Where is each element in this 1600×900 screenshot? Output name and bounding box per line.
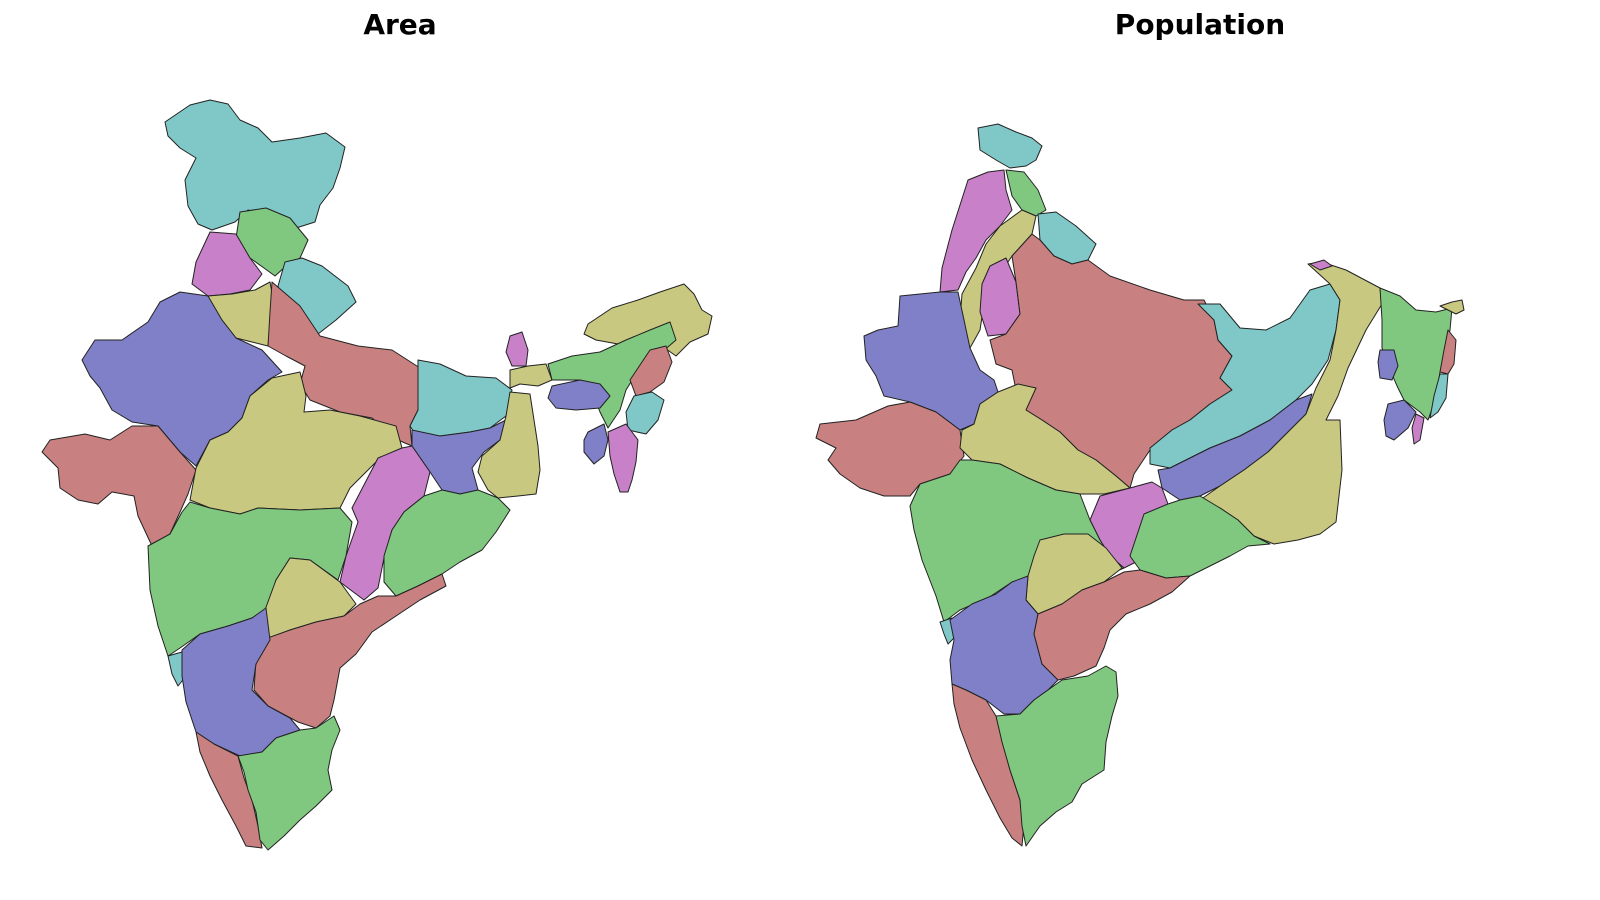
area-map — [41, 99, 713, 851]
pop-region-mizoram — [1411, 413, 1425, 445]
pop-region-ap — [1033, 569, 1191, 681]
pop-region-wb — [1199, 261, 1383, 545]
area-region-up — [267, 281, 429, 447]
area-region-tripura — [583, 423, 609, 465]
area-region-punjab — [191, 231, 263, 297]
area-region-meghalaya — [547, 379, 611, 411]
area-region-nagaland — [629, 345, 673, 397]
pop-region-tn — [995, 665, 1119, 847]
population-map-panel: Population — [800, 0, 1600, 900]
pop-region-ne-blue-2 — [1383, 399, 1417, 441]
pop-region-sikkim — [1309, 259, 1333, 271]
area-map-title: Area — [363, 8, 437, 41]
pop-region-ne-teal — [1429, 373, 1449, 419]
area-region-jk — [164, 99, 346, 231]
pop-region-ne-blue-1 — [1377, 349, 1399, 381]
area-region-tn — [237, 715, 341, 851]
pop-region-kerala — [951, 683, 1025, 847]
area-map-panel: Area — [41, 8, 713, 851]
population-map — [815, 123, 1465, 847]
area-region-manipur — [625, 391, 665, 435]
area-region-mizoram — [607, 423, 639, 493]
area-region-odisha — [383, 489, 511, 597]
area-region-rajasthan — [81, 291, 283, 467]
area-region-neck — [509, 363, 553, 389]
pop-region-arunachal — [1439, 299, 1465, 315]
pop-region-jk — [977, 123, 1043, 169]
area-region-arunachal — [583, 283, 713, 357]
population-map-title: Population — [1114, 8, 1286, 41]
pop-region-hp — [1005, 169, 1047, 217]
pop-region-punjab — [939, 169, 1013, 293]
area-region-sikkim — [505, 331, 529, 367]
area-region-wb — [477, 391, 541, 499]
